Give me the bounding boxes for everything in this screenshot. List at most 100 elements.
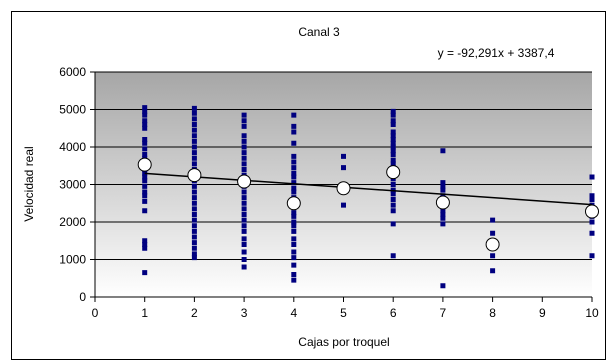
- mean-point: [485, 237, 500, 252]
- data-point: [291, 272, 297, 277]
- data-point: [390, 157, 396, 163]
- data-point: [390, 144, 396, 150]
- x-tick-label: 9: [539, 306, 546, 320]
- data-point: [191, 189, 197, 195]
- data-point: [191, 127, 197, 133]
- data-point: [390, 137, 396, 142]
- data-point: [241, 138, 247, 144]
- data-point: [390, 197, 396, 202]
- x-tick-label: 0: [92, 306, 99, 320]
- x-tick-label: 8: [489, 306, 496, 320]
- data-point: [390, 208, 396, 214]
- x-tick-label: 5: [340, 306, 347, 320]
- data-point: [341, 165, 346, 171]
- data-point: [241, 161, 247, 167]
- data-point: [390, 191, 396, 197]
- data-point: [291, 242, 297, 247]
- data-point: [589, 219, 595, 225]
- data-point: [142, 178, 148, 184]
- data-point: [291, 129, 297, 135]
- data-point: [241, 217, 247, 223]
- data-point: [191, 195, 197, 201]
- data-point: [241, 133, 247, 139]
- data-point: [142, 242, 148, 247]
- data-point: [390, 129, 396, 135]
- data-point: [142, 189, 148, 195]
- data-point: [390, 122, 396, 127]
- data-point: [390, 133, 396, 139]
- data-point: [142, 112, 148, 118]
- data-point: [390, 140, 396, 146]
- mean-point: [237, 174, 252, 189]
- data-point: [490, 253, 496, 259]
- data-point: [241, 206, 247, 212]
- data-point: [440, 215, 446, 221]
- data-point: [191, 212, 197, 217]
- mean-point: [386, 165, 401, 180]
- data-point: [589, 174, 595, 180]
- data-point: [291, 153, 297, 159]
- data-point: [241, 155, 247, 161]
- data-point: [241, 200, 247, 206]
- data-point: [191, 200, 197, 206]
- data-point: [291, 112, 297, 118]
- data-point: [142, 137, 148, 142]
- data-point: [341, 153, 346, 159]
- data-point: [142, 105, 148, 111]
- data-point: [440, 148, 446, 154]
- data-point: [142, 152, 148, 157]
- data-point: [291, 210, 297, 216]
- data-point: [390, 108, 396, 114]
- x-tick-label: 10: [585, 306, 599, 320]
- data-point: [241, 212, 247, 217]
- data-point: [241, 228, 247, 234]
- data-point: [191, 206, 197, 212]
- y-tick-label: 3000: [59, 178, 86, 192]
- data-point: [191, 234, 197, 240]
- data-point: [142, 183, 148, 189]
- chart-title: Canal 3: [298, 25, 340, 39]
- y-tick-label: 4000: [59, 140, 86, 154]
- data-point: [142, 238, 148, 244]
- x-tick-label: 2: [191, 306, 198, 320]
- data-point: [589, 193, 595, 199]
- data-point: [142, 174, 148, 180]
- data-point: [291, 228, 297, 234]
- data-point: [241, 236, 247, 242]
- data-point: [142, 270, 148, 276]
- y-tick-label: 5000: [59, 103, 86, 117]
- x-tick-label: 1: [141, 306, 148, 320]
- data-point: [390, 148, 396, 154]
- data-point: [490, 230, 496, 236]
- data-point: [490, 268, 496, 274]
- data-point: [589, 230, 595, 236]
- data-point: [241, 189, 247, 195]
- y-tick-label: 2000: [59, 215, 86, 229]
- data-point: [291, 185, 297, 191]
- data-point: [191, 116, 197, 122]
- data-point: [390, 253, 396, 259]
- data-point: [291, 170, 297, 176]
- data-point: [440, 183, 446, 189]
- data-point: [191, 183, 197, 189]
- x-tick-label: 7: [440, 306, 447, 320]
- mean-point: [435, 195, 450, 210]
- x-tick-label: 6: [390, 306, 397, 320]
- data-point: [341, 202, 346, 208]
- data-point: [241, 123, 247, 129]
- data-point: [291, 223, 297, 229]
- data-point: [142, 140, 148, 146]
- data-point: [241, 195, 247, 201]
- data-point: [142, 118, 148, 124]
- data-point: [142, 125, 148, 131]
- data-point: [291, 236, 297, 242]
- mean-point: [336, 181, 351, 196]
- data-point: [241, 167, 247, 172]
- data-point: [440, 283, 446, 289]
- data-point: [241, 118, 247, 124]
- data-point: [191, 245, 197, 251]
- x-tick-label: 4: [290, 306, 297, 320]
- data-point: [191, 223, 197, 229]
